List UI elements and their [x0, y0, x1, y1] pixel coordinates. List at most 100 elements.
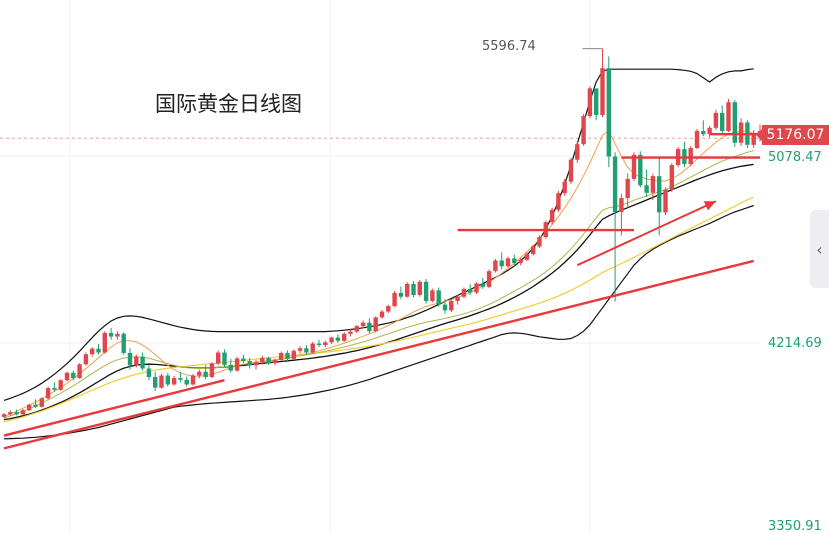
- candle-body: [449, 300, 454, 311]
- annotation-arrow: [576, 200, 717, 267]
- candle-body: [329, 337, 334, 343]
- candle-body: [52, 388, 57, 390]
- candle-body: [587, 88, 593, 117]
- candle-body: [342, 333, 347, 341]
- candle-body: [751, 134, 756, 145]
- candle-body: [260, 357, 265, 363]
- annotation-arrowhead: [703, 201, 716, 211]
- candle-body: [253, 362, 259, 366]
- candle-body: [436, 290, 441, 305]
- candle-body: [669, 165, 674, 190]
- candle-body: [285, 352, 290, 359]
- candle-body: [146, 368, 152, 378]
- candle-body: [115, 333, 120, 337]
- candle-body: [499, 260, 504, 267]
- candle-body: [27, 404, 32, 411]
- candle-body: [663, 189, 668, 213]
- candle-body: [279, 352, 284, 360]
- candle-body: [442, 304, 448, 311]
- candle-body: [581, 116, 586, 145]
- candle-body: [354, 326, 359, 332]
- candle-body: [291, 350, 296, 359]
- candle-body: [247, 361, 252, 366]
- price-axis-label: 3350.91: [768, 519, 822, 534]
- candle-body: [480, 283, 485, 287]
- candle-body: [39, 398, 44, 407]
- candle-body: [694, 130, 700, 149]
- candle-body: [493, 260, 498, 272]
- candle-body: [90, 348, 95, 355]
- candle-body: [190, 375, 196, 385]
- candle-body: [134, 356, 139, 366]
- candle-body: [20, 410, 26, 415]
- candle-body: [650, 176, 656, 193]
- candle-body: [266, 357, 271, 364]
- annotations: [3, 132, 767, 450]
- candle-body: [657, 176, 662, 213]
- candle-body: [625, 178, 630, 199]
- candle-body: [612, 156, 618, 212]
- candle-body: [720, 112, 725, 131]
- candle-body: [171, 378, 177, 385]
- candle-body: [575, 144, 580, 160]
- candle-body: [505, 258, 511, 267]
- candle-body: [297, 348, 303, 351]
- candle-body: [153, 377, 158, 388]
- candle-body: [33, 404, 38, 407]
- candle-body: [707, 127, 712, 135]
- candle-body: [58, 380, 63, 390]
- candle-body: [8, 412, 13, 415]
- candle-body: [64, 372, 70, 381]
- candle-body: [127, 352, 133, 366]
- price-axis-label: 4214.69: [768, 336, 822, 351]
- candle-body: [594, 88, 599, 116]
- candle-body: [96, 348, 101, 353]
- series-line-band-mid: [3, 163, 754, 421]
- candle-body: [108, 332, 114, 337]
- candle-body: [228, 364, 233, 371]
- annotation-trendline: [3, 259, 754, 450]
- candle-body: [367, 322, 372, 332]
- candle-body: [360, 322, 366, 327]
- candle-body: [121, 333, 126, 353]
- candle-body: [386, 306, 391, 312]
- candle-body: [474, 283, 479, 293]
- candle-body: [423, 281, 429, 301]
- candle-body: [348, 331, 353, 334]
- candle-body: [486, 271, 492, 287]
- candle-body: [241, 358, 246, 362]
- candle-body: [209, 363, 215, 378]
- candle-body: [203, 371, 208, 378]
- candle-body: [197, 371, 202, 376]
- candle-body: [726, 102, 731, 131]
- candle-body: [468, 289, 473, 293]
- candle-body: [398, 292, 404, 297]
- candle-body: [531, 246, 536, 255]
- candle-body: [562, 181, 567, 194]
- candle-body: [71, 372, 76, 379]
- series-line-ma-orange: [3, 130, 754, 417]
- candle-body: [316, 343, 322, 346]
- candle-body: [272, 359, 278, 364]
- candle-body: [606, 68, 611, 157]
- candle-body: [556, 193, 561, 210]
- candle-body: [631, 154, 637, 179]
- candle-body: [83, 354, 89, 365]
- side-tab-glyph: ‹: [816, 239, 823, 259]
- candle-body: [304, 348, 309, 353]
- candle-body: [234, 358, 240, 371]
- chevron-left-icon[interactable]: ‹: [810, 210, 829, 288]
- candle-body: [45, 388, 51, 399]
- candle-body: [738, 122, 744, 143]
- candle-body: [411, 283, 416, 296]
- candle-body: [159, 375, 164, 388]
- series-line-band-upper: [3, 68, 754, 401]
- candles: [1, 48, 769, 419]
- candle-body: [178, 378, 183, 380]
- candle-body: [1, 414, 7, 417]
- candle-body: [524, 254, 530, 260]
- candle-body: [537, 237, 542, 247]
- candle-body: [392, 292, 397, 307]
- candle-body: [335, 337, 341, 341]
